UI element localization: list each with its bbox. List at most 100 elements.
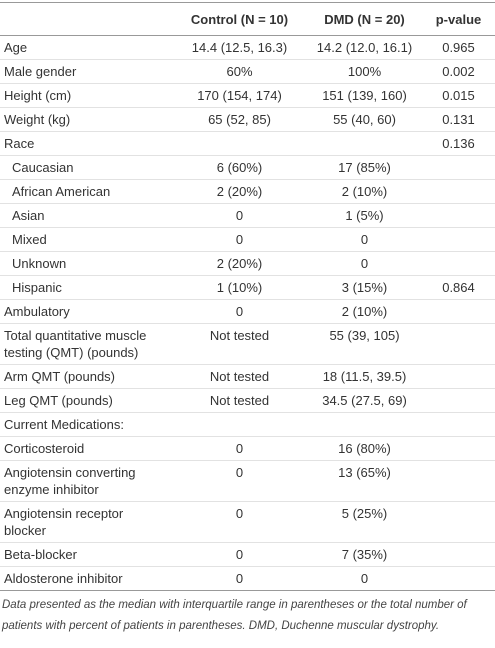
table-cell	[422, 436, 495, 461]
table-cell: 0	[172, 203, 307, 228]
table-cell	[422, 299, 495, 324]
table-row: Male gender 60% 100% 0.002	[0, 59, 495, 84]
row-label: Height (cm)	[0, 83, 172, 108]
table-cell: 0.002	[422, 59, 495, 84]
table-cell: 60%	[172, 59, 307, 84]
table-cell: 55 (40, 60)	[307, 107, 422, 132]
table-cell: 1 (5%)	[307, 203, 422, 228]
table-row: Weight (kg) 65 (52, 85) 55 (40, 60) 0.131	[0, 107, 495, 132]
table-cell	[172, 131, 307, 156]
row-label: Aldosterone inhibitor	[0, 566, 172, 591]
row-label: Arm QMT (pounds)	[0, 364, 172, 389]
header-row: Control (N = 10) DMD (N = 20) p-value	[0, 2, 495, 36]
row-label: Hispanic	[0, 275, 172, 300]
table-cell	[307, 131, 422, 156]
table-cell: 6 (60%)	[172, 155, 307, 180]
table-row: Leg QMT (pounds) Not tested 34.5 (27.5, 69…	[0, 388, 495, 413]
table-cell	[422, 566, 495, 591]
table-cell: 100%	[307, 59, 422, 84]
header-cell: Control (N = 10)	[172, 2, 307, 36]
table-row: Ambulatory 0 2 (10%)	[0, 299, 495, 324]
table-row: Aldosterone inhibitor 0 0	[0, 566, 495, 591]
table-row: African American 2 (20%) 2 (10%)	[0, 179, 495, 204]
table-cell: 16 (80%)	[307, 436, 422, 461]
table-cell: 14.4 (12.5, 16.3)	[172, 35, 307, 60]
table-cell: 0	[172, 566, 307, 591]
table-row: Caucasian 6 (60%) 17 (85%)	[0, 155, 495, 180]
table-cell: Not tested	[172, 364, 307, 389]
table-cell: 0	[307, 566, 422, 591]
table-cell	[172, 412, 307, 437]
table-cell: 18 (11.5, 39.5)	[307, 364, 422, 389]
table-cell: 0	[307, 227, 422, 252]
table-cell	[422, 179, 495, 204]
table-cell	[422, 227, 495, 252]
table-cell: 2 (10%)	[307, 299, 422, 324]
row-label: Leg QMT (pounds)	[0, 388, 172, 413]
table-cell: 0.864	[422, 275, 495, 300]
header-cell: p-value	[422, 2, 495, 36]
table-cell	[422, 542, 495, 567]
row-label: Caucasian	[0, 155, 172, 180]
table-row: Current Medications:	[0, 412, 495, 437]
table-cell: 17 (85%)	[307, 155, 422, 180]
row-label: Corticosteroid	[0, 436, 172, 461]
table-cell: 0	[172, 460, 307, 502]
table-cell	[422, 460, 495, 502]
table-cell: 0	[172, 227, 307, 252]
row-label: Asian	[0, 203, 172, 228]
table-cell: 55 (39, 105)	[307, 323, 422, 365]
table-cell: 0.131	[422, 107, 495, 132]
table-cell: Not tested	[172, 388, 307, 413]
table-cell	[422, 388, 495, 413]
row-label: Weight (kg)	[0, 107, 172, 132]
table-row: Race 0.136	[0, 131, 495, 156]
table-row: Angiotensin receptor blocker 0 5 (25%)	[0, 501, 495, 543]
table-row: Beta-blocker 0 7 (35%)	[0, 542, 495, 567]
table-cell: 151 (139, 160)	[307, 83, 422, 108]
row-label: Total quantitative muscle testing (QMT) …	[0, 323, 172, 365]
table-cell: 5 (25%)	[307, 501, 422, 543]
table-cell: 65 (52, 85)	[172, 107, 307, 132]
row-label: Angiotensin receptor blocker	[0, 501, 172, 543]
table-cell	[307, 412, 422, 437]
table-cell: 2 (20%)	[172, 251, 307, 276]
row-label: Ambulatory	[0, 299, 172, 324]
table-cell	[422, 364, 495, 389]
table-row: Age 14.4 (12.5, 16.3) 14.2 (12.0, 16.1) 0.9…	[0, 35, 495, 60]
table-row: Corticosteroid 0 16 (80%)	[0, 436, 495, 461]
table-row: Mixed 0 0	[0, 227, 495, 252]
table-cell: 0	[307, 251, 422, 276]
table-row: Asian 0 1 (5%)	[0, 203, 495, 228]
table-cell: 2 (10%)	[307, 179, 422, 204]
row-label: Male gender	[0, 59, 172, 84]
table-cell: 0	[172, 542, 307, 567]
table-cell	[422, 251, 495, 276]
row-label: Unknown	[0, 251, 172, 276]
table-cell	[422, 155, 495, 180]
table-cell: 0.136	[422, 131, 495, 156]
table-row: Angiotensin converting enzyme inhibitor 0…	[0, 460, 495, 502]
table-cell: 13 (65%)	[307, 460, 422, 502]
table-cell	[422, 203, 495, 228]
row-label: Age	[0, 35, 172, 60]
row-label: Race	[0, 131, 172, 156]
table-row: Height (cm) 170 (154, 174) 151 (139, 160) 0…	[0, 83, 495, 108]
row-label: Current Medications:	[0, 412, 172, 437]
table-row: Hispanic 1 (10%) 3 (15%) 0.864	[0, 275, 495, 300]
table-cell: 7 (35%)	[307, 542, 422, 567]
table-cell: 2 (20%)	[172, 179, 307, 204]
table-cell	[422, 501, 495, 543]
table-row: Total quantitative muscle testing (QMT) …	[0, 323, 495, 365]
table-cell: 34.5 (27.5, 69)	[307, 388, 422, 413]
header-cell	[0, 2, 172, 36]
row-label: Beta-blocker	[0, 542, 172, 567]
table-cell	[422, 323, 495, 365]
table-cell: 0.965	[422, 35, 495, 60]
table-row: Arm QMT (pounds) Not tested 18 (11.5, 39.5…	[0, 364, 495, 389]
header-cell: DMD (N = 20)	[307, 2, 422, 36]
table-header: Control (N = 10) DMD (N = 20) p-value	[0, 2, 495, 36]
footnote: Data presented as the median with interq…	[2, 599, 467, 632]
table-cell: 3 (15%)	[307, 275, 422, 300]
table-cell	[422, 412, 495, 437]
